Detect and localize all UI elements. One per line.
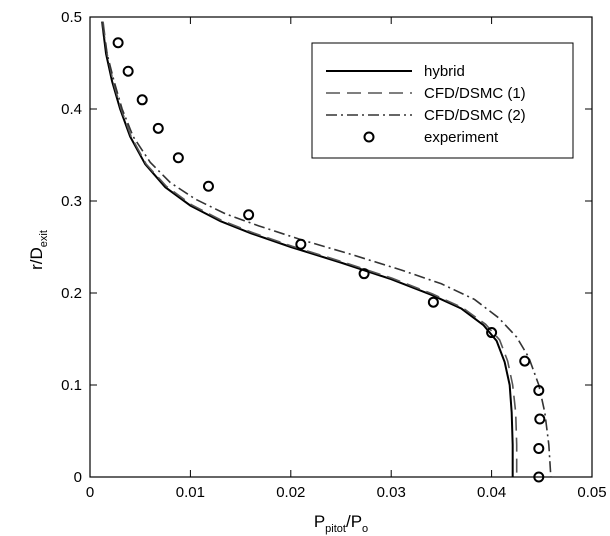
y-tick-label: 0.4 bbox=[61, 101, 82, 118]
data-point-experiment bbox=[519, 355, 531, 367]
x-label-main: P bbox=[314, 512, 325, 531]
legend-items: hybrid CFD/DSMC (1) CFD/DSMC (2) experiment bbox=[326, 63, 526, 146]
data-point-experiment bbox=[486, 327, 498, 339]
data-point-experiment bbox=[172, 152, 184, 164]
data-point-experiment bbox=[427, 296, 439, 308]
legend-label-cfd-dsmc-2: CFD/DSMC (2) bbox=[424, 107, 526, 124]
series-layer bbox=[101, 21, 552, 483]
x-axis-label: Ppitot/Po bbox=[314, 512, 368, 535]
series-line-cfd-dsmc-1 bbox=[102, 21, 518, 477]
x-tick-label: 0 bbox=[86, 484, 94, 501]
y-tick-label: 0.3 bbox=[61, 193, 82, 210]
x-tick-label: 0.03 bbox=[377, 484, 406, 501]
data-point-experiment bbox=[112, 37, 124, 49]
y-tick-label: 0 bbox=[74, 469, 82, 486]
x-tick-label: 0.02 bbox=[276, 484, 305, 501]
y-label-sub: exit bbox=[38, 230, 50, 247]
x-axis-ticks: 0 0.01 0.02 0.03 0.04 0.05 bbox=[86, 17, 607, 501]
x-label-sub1: pitot bbox=[325, 523, 346, 535]
data-point-experiment bbox=[533, 385, 545, 397]
legend-swatch-experiment bbox=[363, 131, 375, 143]
y-tick-label: 0.5 bbox=[61, 9, 82, 26]
x-label-sub2: o bbox=[362, 523, 368, 535]
series-line-hybrid bbox=[101, 21, 514, 477]
data-point-experiment bbox=[136, 94, 148, 106]
data-point-experiment bbox=[533, 442, 545, 454]
data-point-experiment bbox=[202, 180, 214, 192]
data-point-experiment bbox=[295, 238, 307, 250]
y-axis-ticks: 0 0.1 0.2 0.3 0.4 0.5 bbox=[61, 9, 592, 486]
data-point-experiment bbox=[533, 471, 545, 483]
y-tick-label: 0.2 bbox=[61, 285, 82, 302]
legend: hybrid CFD/DSMC (1) CFD/DSMC (2) experiment bbox=[311, 42, 574, 159]
data-point-experiment bbox=[122, 65, 134, 77]
x-label-mid: /P bbox=[346, 512, 362, 531]
legend-label-hybrid: hybrid bbox=[424, 63, 465, 80]
x-tick-label: 0.05 bbox=[577, 484, 606, 501]
y-axis-label: r/Dexit bbox=[27, 230, 50, 270]
plot-frame bbox=[89, 16, 593, 478]
data-point-experiment bbox=[152, 122, 164, 134]
x-tick-label: 0.01 bbox=[176, 484, 205, 501]
legend-box bbox=[311, 42, 574, 159]
data-point-experiment bbox=[358, 268, 370, 280]
data-point-experiment bbox=[534, 413, 546, 425]
y-tick-label: 0.1 bbox=[61, 377, 82, 394]
y-label-main: r/D bbox=[27, 247, 46, 270]
legend-label-experiment: experiment bbox=[424, 129, 499, 146]
legend-label-cfd-dsmc-1: CFD/DSMC (1) bbox=[424, 85, 526, 102]
x-tick-label: 0.04 bbox=[477, 484, 506, 501]
data-point-experiment bbox=[243, 209, 255, 221]
